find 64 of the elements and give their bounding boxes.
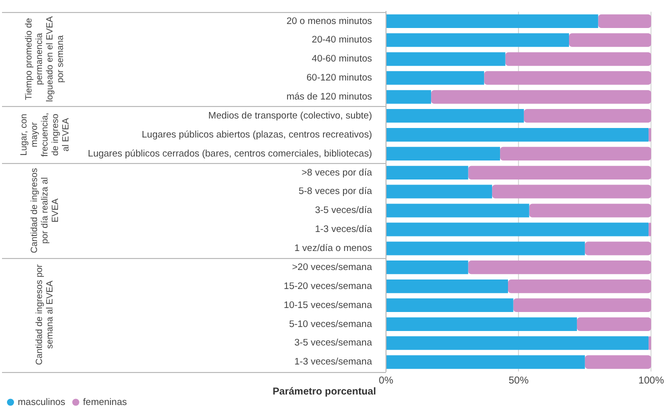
y-tick-label: 5-8 veces por día [298,186,373,198]
y-tick-label: 1 vez/día o menos [294,243,372,254]
bar [568,33,652,47]
bar [386,33,569,47]
bar [508,279,652,294]
x-tick-label: 0% [378,375,394,386]
bar [513,298,652,312]
bar [431,90,652,104]
bar [524,109,652,123]
x-tick-label: 50% [508,375,529,386]
bar [386,204,530,218]
bar [386,128,649,142]
y-tick-label: 60-120 minutos [306,72,372,84]
bar [386,298,514,312]
bar [584,355,652,369]
y-tick-label: 1-3 veces/día [314,224,373,236]
text: Cantidad de ingresos por día realiza al EVEA [28,168,60,254]
legend-label: masculinos [18,396,66,408]
bar [584,242,652,256]
y-tick-label: más de 120 minutos [286,92,372,103]
bar [386,146,500,161]
x-tick-label: 100% [638,375,664,386]
y-tick-label: 40-60 minutos [312,54,372,65]
bar [386,355,585,369]
y-tick-label: 10-15 veces/semana [284,300,373,311]
y-tick-label: 1-3 veces/semana [294,356,373,368]
bar [386,242,585,256]
bar [576,317,652,331]
y-tick-label: 5-10 veces/semana [289,318,373,330]
y-tick-label: 20 o menos minutos [286,16,372,27]
bar [505,52,652,66]
bar [386,14,598,28]
bar [386,317,577,331]
bar [386,260,468,274]
bar [386,166,468,180]
bar [386,52,506,66]
y-tick-label: >8 veces por día [301,167,373,178]
text: Cantidad de ingresos por semana al EVEA [34,264,55,365]
y-tick-label: >20 veces/semana [292,262,373,273]
y-tick-label: Medios de transporte (colectivo, subte) [208,110,372,122]
y-tick-label: 20-40 minutos [312,34,372,46]
bar [386,222,649,236]
bar [529,204,652,218]
text: Tiempo promedio de permanencia logueado en el EVEA por semana [24,16,66,102]
legend-label: femeninas [83,396,128,408]
y-tick-label: 15-20 veces/semana [284,280,373,292]
bar [468,166,652,180]
bar [492,184,652,198]
bar [386,71,484,85]
bar [386,336,649,350]
bar [386,90,432,104]
text: Lugar, con mayor frecuencia, de ingreso al EVEA [18,112,70,157]
bar [484,71,652,85]
y-tick-label: 3-5 veces/semana [294,338,373,349]
y-tick-label: Lugares públicos abiertos (plazas, centros recreativos) [142,129,372,140]
bar [386,109,524,123]
bar [386,279,508,294]
bar [598,14,652,28]
x-axis-title: Parámetro porcentual [272,386,376,398]
bar [468,260,652,274]
y-tick-label: Lugares públicos cerrados (bares, centros comerciales, bibliotecas) [88,148,372,160]
y-tick-label: 3-5 veces/día [314,205,373,216]
bar [386,184,492,198]
bar [500,146,652,161]
